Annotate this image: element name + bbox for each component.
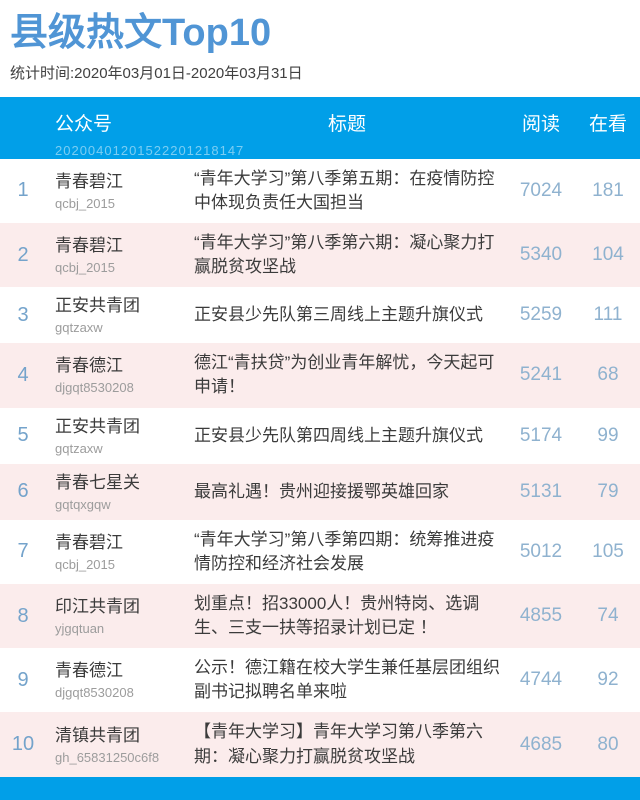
article-title: “青年大学习”第八季第五期：在疫情防控中体现负责任大国担当 — [194, 168, 495, 212]
account-id: gqtzaxw — [55, 440, 103, 456]
account-name: 青春德江 — [55, 356, 123, 376]
account-name: 印江共青团 — [55, 597, 140, 617]
account-name: 青春碧江 — [55, 236, 123, 256]
account-name: 青春德江 — [55, 661, 123, 681]
read-count: 5340 — [519, 244, 563, 266]
read-count: 4855 — [519, 605, 563, 627]
table-row: 10 清镇共青团 gh_65831250c6f8 【青年大学习】青年大学习第八季… — [0, 712, 640, 777]
view-count: 79 — [597, 480, 619, 502]
article-title: 德江“青扶贷”为创业青年解忧，今天起可申请！ — [194, 353, 495, 397]
table-row: 1 青春碧江 qcbj_2015 “青年大学习”第八季第五期：在疫情防控中体现负… — [0, 158, 640, 223]
table-row: 4 青春德江 djgqt8530208 德江“青扶贷”为创业青年解忧，今天起可申… — [0, 343, 640, 408]
account-cell: 青春德江 djgqt8530208 — [46, 355, 194, 395]
date-range-subtitle: 统计时间:2020年03月01日-2020年03月31日 — [10, 64, 303, 82]
watermark-id: 20200401201522201218147 — [55, 142, 245, 158]
account-cell: 正安共青团 gqtzaxw — [46, 416, 194, 456]
table-row: 7 青春碧江 qcbj_2015 “青年大学习”第八季第四期：统筹推进疫情防控和… — [0, 519, 640, 584]
account-id: qcbj_2015 — [55, 260, 115, 276]
view-count: 80 — [597, 733, 619, 755]
account-cell: 印江共青团 yjgqtuan — [46, 596, 194, 636]
article-title: 【青年大学习】青年大学习第八季第六期：凝心聚力打赢脱贫攻坚战 — [194, 722, 483, 766]
rank-number: 6 — [17, 480, 29, 503]
rank-number: 4 — [17, 363, 29, 386]
page-title: 县级热文Top10 — [10, 12, 272, 54]
footer-bar — [0, 776, 640, 800]
account-id: djgqt8530208 — [55, 685, 134, 701]
view-count: 74 — [597, 605, 619, 627]
view-count: 105 — [592, 540, 624, 562]
article-title: 正安县少先队第四周线上主题升旗仪式 — [194, 425, 483, 445]
account-cell: 青春七星关 gqtqxgqw — [46, 472, 194, 512]
article-title: 最高礼遇！贵州迎接援鄂英雄回家 — [194, 481, 449, 501]
account-cell: 正安共青团 gqtzaxw — [46, 295, 194, 335]
account-name: 正安共青团 — [55, 296, 140, 316]
table-row: 9 青春德江 djgqt8530208 公示！德江籍在校大学生兼任基层团组织副书… — [0, 648, 640, 713]
table-row: 8 印江共青团 yjgqtuan 划重点！招33000人！贵州特岗、选调生、三支… — [0, 583, 640, 649]
view-count: 99 — [597, 424, 619, 446]
table-row: 2 青春碧江 qcbj_2015 “青年大学习”第八季第六期：凝心聚力打赢脱贫攻… — [0, 222, 640, 288]
rank-number: 2 — [17, 243, 29, 266]
rank-number: 9 — [17, 668, 29, 691]
read-count: 4685 — [519, 733, 563, 755]
rank-number: 1 — [17, 179, 29, 202]
article-title: 正安县少先队第三周线上主题升旗仪式 — [194, 305, 483, 325]
account-cell: 青春碧江 qcbj_2015 — [46, 235, 194, 275]
account-cell: 青春德江 djgqt8530208 — [46, 660, 194, 700]
rank-number: 3 — [17, 303, 29, 326]
account-id: gqtzaxw — [55, 320, 103, 336]
table-header: 公众号 20200401201522201218147 标题 阅读 在看 — [0, 96, 640, 159]
account-name: 青春七星关 — [55, 472, 140, 492]
page-head: 县级热文Top10 统计时间:2020年03月01日-2020年03月31日 — [0, 0, 640, 97]
account-id: gqtqxgqw — [55, 496, 111, 512]
account-id: qcbj_2015 — [55, 556, 115, 572]
article-title: 公示！德江籍在校大学生兼任基层团组织副书记拟聘名单来啦 — [194, 658, 500, 702]
account-name: 清镇共青团 — [55, 725, 140, 745]
view-count: 111 — [593, 304, 623, 326]
rank-number: 8 — [17, 604, 29, 627]
article-title: 划重点！招33000人！贵州特岗、选调生、三支一扶等招录计划已定 ！ — [194, 593, 480, 638]
account-name: 正安共青团 — [55, 416, 140, 436]
table-row: 6 青春七星关 gqtqxgqw 最高礼遇！贵州迎接援鄂英雄回家 5131 79 — [0, 463, 640, 520]
rank-number: 10 — [11, 733, 35, 756]
rank-number: 7 — [17, 540, 29, 563]
account-id: yjgqtuan — [55, 621, 105, 637]
read-count: 7024 — [519, 179, 563, 201]
account-name: 青春碧江 — [55, 532, 123, 552]
account-name: 青春碧江 — [55, 171, 123, 191]
column-header-reads: 阅读 — [521, 113, 560, 135]
table-row: 3 正安共青团 gqtzaxw 正安县少先队第三周线上主题升旗仪式 5259 1… — [0, 287, 640, 344]
read-count: 5259 — [519, 304, 563, 326]
rank-number: 5 — [17, 424, 29, 447]
article-title: “青年大学习”第八季第六期：凝心聚力打赢脱贫攻坚战 — [194, 232, 495, 277]
column-header-title: 标题 — [327, 113, 366, 135]
read-count: 5241 — [519, 364, 563, 386]
view-count: 181 — [592, 179, 624, 201]
account-id: qcbj_2015 — [55, 195, 115, 211]
read-count: 5131 — [519, 480, 563, 502]
account-id: gh_65831250c6f8 — [55, 749, 160, 765]
account-cell: 青春碧江 qcbj_2015 — [46, 532, 194, 572]
account-cell: 青春碧江 qcbj_2015 — [46, 171, 194, 211]
view-count: 104 — [592, 244, 624, 266]
column-header-views: 在看 — [588, 113, 627, 135]
account-id: djgqt8530208 — [55, 380, 134, 396]
read-count: 5174 — [519, 424, 563, 446]
view-count: 92 — [597, 669, 619, 691]
article-title: “青年大学习”第八季第四期：统筹推进疫情防控和经济社会发展 — [194, 529, 495, 573]
view-count: 68 — [597, 364, 619, 386]
column-header-account-cell: 公众号 20200401201522201218147 — [46, 109, 245, 158]
account-cell: 清镇共青团 gh_65831250c6f8 — [46, 725, 194, 765]
column-header-account: 公众号 — [55, 113, 113, 135]
ranking-list: 1 青春碧江 qcbj_2015 “青年大学习”第八季第五期：在疫情防控中体现负… — [0, 158, 640, 777]
read-count: 5012 — [519, 540, 563, 562]
table-row: 5 正安共青团 gqtzaxw 正安县少先队第四周线上主题升旗仪式 5174 9… — [0, 407, 640, 464]
read-count: 4744 — [519, 669, 563, 691]
